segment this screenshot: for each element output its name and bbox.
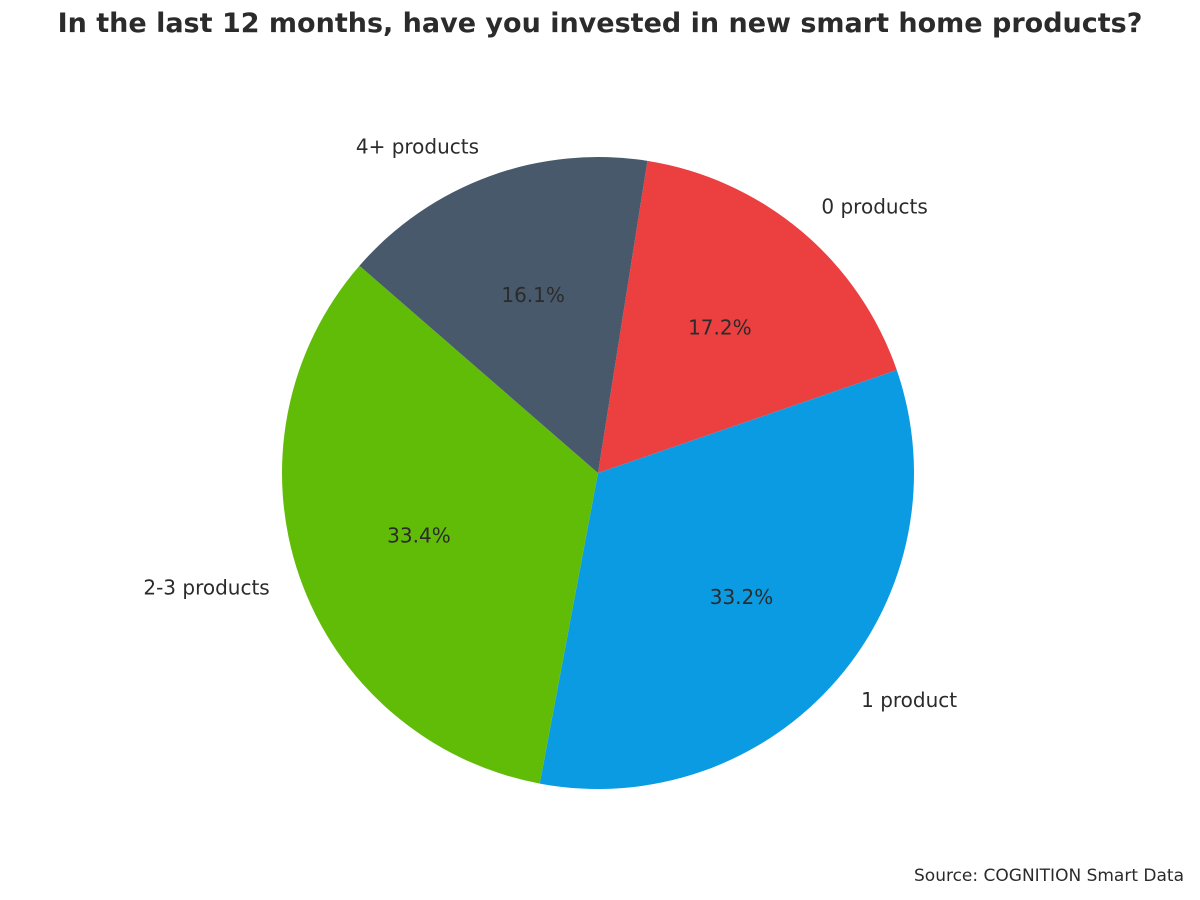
pie-percent-labels: 17.2% 33.2% 33.4% 16.1%	[387, 283, 773, 609]
pie-category-label-0-products: 0 products	[821, 195, 927, 219]
pie-category-labels: 0 products 1 product 2-3 products 4+ produc…	[143, 134, 957, 712]
pie-slice-2-3-products	[281, 265, 598, 784]
pie-slices	[281, 157, 915, 789]
pie-slice-4-plus-products	[359, 157, 648, 473]
source-note: Source: COGNITION Smart Data	[914, 866, 1184, 886]
pie-percent-label-2-3-products: 33.4%	[387, 523, 451, 547]
pie-percent-label-0-products: 17.2%	[688, 316, 752, 340]
pie-percent-label-4-plus-products: 16.1%	[501, 283, 565, 307]
pie-category-label-2-3-products: 2-3 products	[143, 575, 269, 599]
pie-slice-1-product	[539, 370, 915, 789]
pie-percent-label-1-product: 33.2%	[710, 585, 774, 609]
pie-category-label-1-product: 1 product	[861, 688, 957, 712]
pie-category-label-4-plus-products: 4+ products	[356, 134, 479, 158]
pie-slice-0-products	[598, 160, 897, 473]
chart-title: In the last 12 months, have you invested…	[57, 8, 1143, 39]
